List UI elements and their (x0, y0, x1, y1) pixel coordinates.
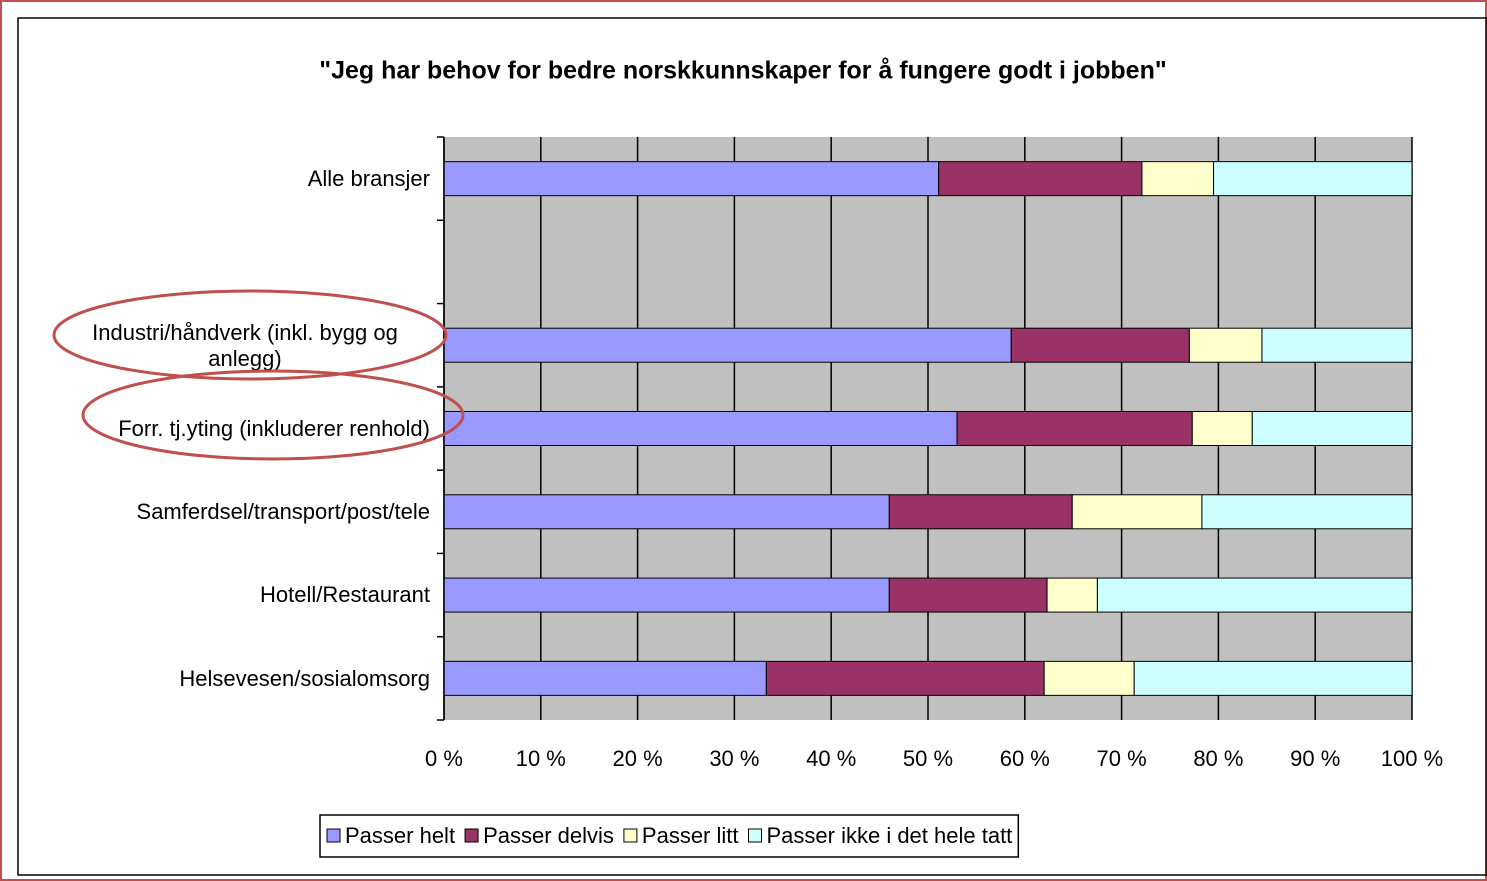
legend-swatch (326, 828, 341, 843)
y-tick-label: Hotell/Restaurant (260, 582, 430, 608)
annotations (52, 289, 465, 461)
bar-segment (1096, 577, 1413, 613)
bar-segment (443, 161, 940, 197)
bar-segment (1213, 161, 1413, 197)
x-tick-label: 0 % (425, 746, 463, 771)
y-tick-label: Alle bransjer (307, 166, 430, 191)
highlight-ellipse (52, 289, 448, 381)
bar-segment (443, 494, 890, 530)
bar-segment (888, 577, 1048, 613)
legend-box (319, 814, 1020, 858)
legend-label: Passer ikke i det hele tatt (767, 823, 1013, 848)
bar-segment (1191, 411, 1253, 446)
bar-segment (765, 660, 1045, 696)
y-tick-label-box: Alle bransjer (307, 166, 430, 191)
y-tick-label-box: Hotell/Restaurant (260, 582, 430, 608)
y-tick-label: Helsevesen/sosialomsorg (179, 665, 430, 691)
bar-segment (1201, 494, 1413, 530)
bar-segment (1141, 161, 1215, 197)
x-tick-label: 10 % (516, 746, 566, 771)
x-tick-label: 90 % (1290, 746, 1340, 771)
x-tick-label: 40 % (806, 746, 856, 771)
bar-segment (443, 660, 767, 696)
legend-swatch (748, 828, 762, 843)
bar-segment (1046, 577, 1098, 613)
legend-swatch (464, 828, 479, 843)
y-tick-label-box: Helsevesen/sosialomsorg (179, 665, 430, 691)
bar-segment (443, 411, 958, 446)
y-tick-label: Forr. tj.yting (inkluderer renhold) (118, 415, 430, 441)
bar-segment (1071, 494, 1203, 530)
y-tick-label-box: Forr. tj.yting (inkluderer renhold) (118, 415, 430, 441)
chart-title: "Jeg har behov for bedre norskkunnskaper… (319, 57, 1166, 85)
y-tick-label: Industri/håndverk (inkl. bygg og anlegg) (92, 319, 398, 371)
bar-segment (1188, 327, 1263, 363)
bar-segment (1261, 327, 1413, 363)
y-tick-label-box: Industri/håndverk (inkl. bygg og anlegg) (92, 319, 398, 371)
y-tick-label-box: Samferdsel/transport/post/tele (136, 499, 430, 525)
x-tick-label: 70 % (1097, 746, 1147, 771)
bar-segment (938, 161, 1143, 197)
x-tick-label: 50 % (903, 746, 953, 771)
bar-segment (1043, 660, 1135, 696)
legend-label: Passer delvis (483, 823, 614, 848)
bar-segment (956, 411, 1193, 446)
bar-segment (443, 577, 890, 613)
legend-label: Passer helt (345, 823, 455, 848)
bar-segment (1251, 411, 1413, 446)
highlight-ellipse (81, 369, 465, 461)
x-tick-label: 20 % (613, 746, 663, 771)
bar-segment (1133, 660, 1413, 696)
x-tick-label: 80 % (1193, 746, 1243, 771)
bar-segment (1010, 327, 1190, 363)
legend-swatch (623, 828, 638, 843)
x-tick-label: 30 % (709, 746, 759, 771)
bar-segment (888, 494, 1073, 530)
legend-label: Passer litt (642, 823, 739, 848)
x-tick-label: 100 % (1381, 746, 1443, 771)
bar-segment (443, 327, 1012, 363)
x-tick-label: 60 % (1000, 746, 1050, 771)
y-tick-label: Samferdsel/transport/post/tele (136, 499, 430, 525)
